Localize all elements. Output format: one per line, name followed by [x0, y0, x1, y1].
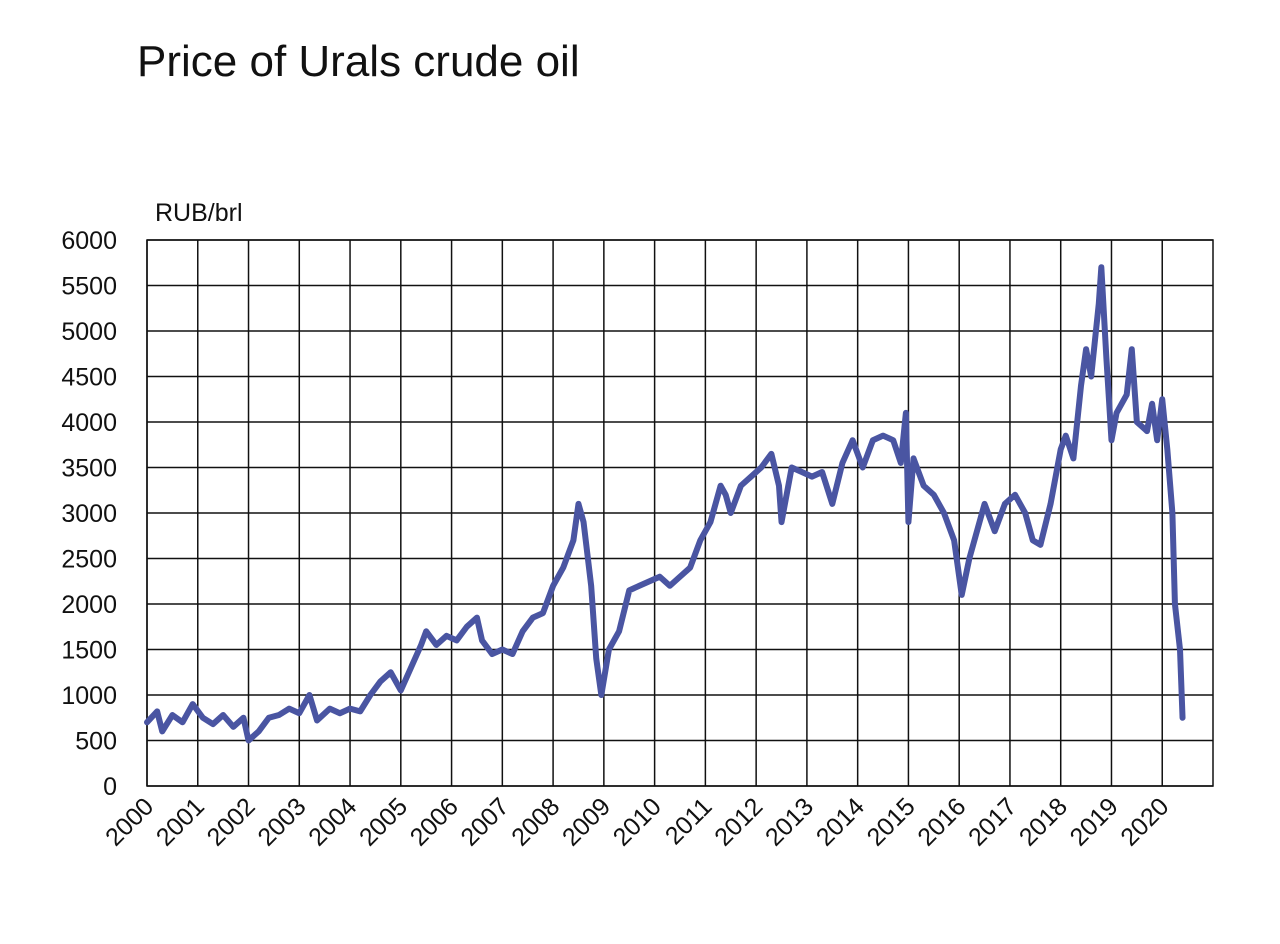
- y-tick-label: 6000: [61, 227, 117, 255]
- x-tick-label: 2012: [709, 792, 768, 851]
- x-tick-label: 2018: [1014, 792, 1073, 851]
- y-tick-label: 1000: [61, 682, 117, 710]
- x-tick-label: 2002: [202, 792, 261, 851]
- x-tick-label: 2014: [811, 792, 870, 851]
- x-tick-label: 2009: [557, 792, 616, 851]
- y-axis-label: RUB/brl: [155, 199, 243, 227]
- x-tick-label: 2001: [151, 792, 210, 851]
- chart-title: Price of Urals crude oil: [137, 37, 580, 86]
- x-tick-label: 2019: [1065, 792, 1124, 851]
- y-tick-label: 3000: [61, 500, 117, 528]
- x-tick-label: 2017: [963, 792, 1022, 851]
- y-tick-label: 500: [75, 728, 117, 756]
- y-tick-label: 3500: [61, 455, 117, 483]
- y-tick-label: 5500: [61, 273, 117, 301]
- y-tick-label: 0: [103, 773, 117, 801]
- x-tick-label: 2008: [506, 792, 565, 851]
- x-tick-label: 2003: [252, 792, 311, 851]
- x-tick-label: 2004: [303, 792, 362, 851]
- y-tick-label: 5000: [61, 318, 117, 346]
- x-tick-label: 2007: [455, 792, 514, 851]
- x-tick-label: 2000: [100, 792, 159, 851]
- y-tick-label: 4500: [61, 364, 117, 392]
- y-tick-label: 4000: [61, 409, 117, 437]
- x-tick-label: 2011: [660, 792, 718, 850]
- x-tick-label: 2006: [405, 792, 464, 851]
- x-tick-label: 2016: [912, 792, 971, 851]
- y-tick-label: 2500: [61, 546, 117, 574]
- x-tick-label: 2005: [354, 792, 413, 851]
- x-tick-label: 2015: [862, 792, 921, 851]
- y-tick-label: 2000: [61, 591, 117, 619]
- data-line: [144, 264, 1186, 744]
- x-tick-label: 2020: [1115, 792, 1174, 851]
- x-tick-label: 2013: [760, 792, 819, 851]
- x-tick-label: 2010: [608, 792, 667, 851]
- y-tick-label: 1500: [61, 637, 117, 665]
